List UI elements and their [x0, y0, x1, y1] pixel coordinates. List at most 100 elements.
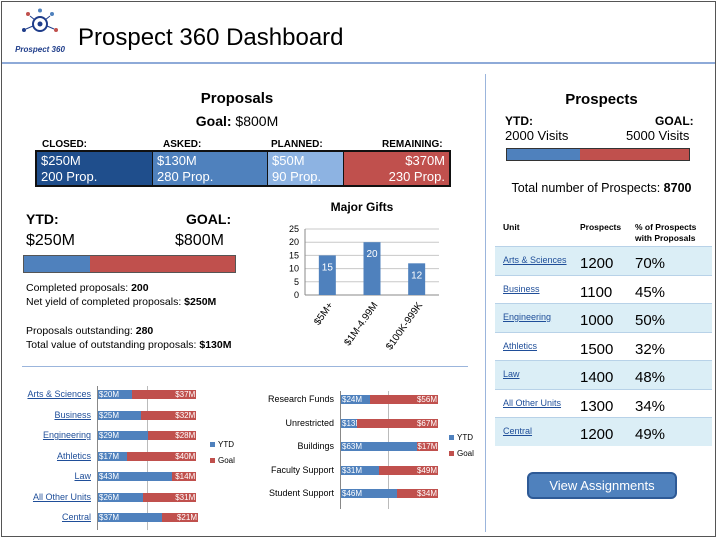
chart-title: Major Gifts	[331, 200, 394, 214]
prospects-count: 1300	[580, 397, 614, 415]
unit-link[interactable]: Law	[74, 471, 91, 481]
prospects-pct: 70%	[635, 255, 666, 272]
legend-item: Goal	[449, 449, 474, 458]
ytd-segment: $31M	[341, 465, 379, 475]
prospects-count: 1400	[580, 369, 614, 386]
unit-link[interactable]: Athletics	[56, 450, 91, 461]
unit-link[interactable]: All Other Units	[503, 397, 562, 408]
proposals-goal2-value: $800M	[175, 232, 224, 249]
header: Prospect 360 Prospect 360 Dashboard	[2, 2, 715, 64]
unit-link[interactable]: Business	[503, 283, 540, 294]
legend-swatch	[210, 442, 215, 448]
prospects-pct: 32%	[635, 340, 666, 358]
major-gifts-chart: Major Gifts 0 5 10 15 20 25 15 $5M+ 20 $1M-4.99M 12…	[289, 200, 439, 352]
goal-segment: $37M	[132, 390, 197, 399]
table-row: Law 1400 48%	[495, 360, 712, 389]
unit-link[interactable]: Engineering	[42, 430, 91, 440]
stage-closed-count: 200 Prop.	[41, 169, 98, 184]
proposal-stage-bar: $250M 200 Prop. $130M 280 Prop. $50M 90 …	[35, 150, 451, 187]
unit-link[interactable]: Engineering	[503, 312, 552, 322]
stacked-bar: $43M $14M	[98, 472, 197, 481]
y-tick-label: 20	[289, 237, 299, 247]
table-row: Central 1200 49%	[495, 417, 712, 446]
prospects-total-value: 8700	[663, 181, 692, 195]
stage-closed-amount: $250M	[41, 153, 81, 168]
page-title: Prospect 360 Dashboard	[78, 24, 344, 51]
goal-segment: $32M	[141, 410, 197, 420]
legend-item: YTD	[449, 433, 473, 442]
stacked-bar: $17M $40M	[98, 451, 197, 461]
prospects-total-label: Total number of Prospects:	[511, 181, 664, 195]
stage-remaining-count: 230 Prop.	[388, 169, 445, 184]
stat-completed-value: 200	[131, 282, 149, 294]
category-label: Student Support	[268, 488, 334, 498]
goal-segment: $67M	[356, 418, 438, 428]
stat-outstanding-value: 280	[135, 325, 154, 337]
view-assignments-button[interactable]: View Assignments	[527, 472, 677, 499]
bar-value-label: 15	[322, 262, 334, 273]
unit-link[interactable]: Business	[54, 409, 91, 420]
stage-asked: $130M 280 Prop.	[152, 152, 267, 185]
logo-icon	[22, 8, 58, 32]
prospects-total: Total number of Prospects: 8700	[486, 181, 715, 195]
stage-remaining-amount: $370M	[405, 153, 445, 168]
vertical-divider	[485, 74, 486, 532]
goal-segment: $17M	[417, 442, 438, 451]
goal-segment: $49M	[378, 465, 438, 475]
category-label: Faculty Support	[270, 464, 334, 475]
legend-item: Goal	[210, 456, 235, 465]
table-row: All Other Units 1300 34%	[495, 388, 712, 418]
ytd-segment: $13M	[341, 418, 363, 428]
prospects-pct: 49%	[635, 426, 666, 443]
legend-label: Goal	[457, 449, 474, 458]
unit-link[interactable]: Central	[61, 512, 91, 522]
col-header-unit: Unit	[503, 222, 520, 232]
prospects-count: 1200	[580, 255, 614, 272]
bar	[363, 242, 381, 295]
prospects-goal-value: 5000 Visits	[626, 128, 690, 143]
proposals-progress-fill	[24, 256, 90, 272]
prospects-count: 1100	[580, 283, 613, 301]
logo-text: Prospect 360	[15, 45, 65, 54]
units-bar-chart: Arts & Sciences $20M $37M Business $25M $32M E…	[2, 382, 242, 532]
stacked-bar: $24M $56M	[341, 395, 438, 404]
y-tick-label: 0	[294, 290, 299, 300]
goal-segment: $40M	[127, 451, 197, 461]
x-category-label: $1M-4.99M	[342, 300, 380, 348]
prospects-count: 1000	[580, 312, 614, 329]
stat-completed: Completed proposals: 200	[26, 282, 149, 294]
ytd-segment: $20M	[98, 390, 133, 399]
col-header-prospects: Prospects	[580, 222, 622, 232]
stat-total-label: Total value of outstanding proposals:	[26, 339, 200, 351]
proposals-ytd-label: YTD:	[26, 211, 59, 227]
ytd-segment: $25M	[98, 410, 142, 420]
stacked-bar: $25M $32M	[98, 410, 197, 420]
prospects-progress-bar	[506, 148, 690, 161]
category-label: Buildings	[297, 441, 334, 451]
stat-total: Total value of outstanding proposals: $1…	[26, 339, 231, 351]
y-tick-label: 15	[289, 250, 299, 260]
stage-asked-count: 280 Prop.	[157, 169, 214, 184]
y-tick-label: 10	[289, 264, 299, 274]
ytd-segment: $17M	[98, 451, 128, 461]
stage-head-asked: ASKED:	[163, 139, 202, 150]
stage-asked-amount: $130M	[157, 153, 197, 168]
unit-link[interactable]: Law	[503, 369, 520, 379]
unit-link[interactable]: All Other Units	[32, 491, 91, 502]
stacked-bar: $20M $37M	[98, 390, 197, 399]
prospects-pct: 48%	[635, 369, 666, 386]
unit-link[interactable]: Athletics	[503, 340, 538, 351]
unit-link[interactable]: Central	[503, 426, 533, 436]
prospects-pct: 34%	[635, 397, 666, 415]
prospects-pct: 45%	[635, 283, 666, 301]
stat-yield-value: $250M	[184, 296, 217, 308]
unit-link[interactable]: Arts & Sciences	[503, 255, 567, 265]
bar-value-label: 12	[411, 270, 423, 281]
goal-segment: $31M	[142, 492, 197, 502]
bar-value-label: 20	[366, 249, 378, 260]
unit-link[interactable]: Arts & Sciences	[27, 389, 91, 399]
x-category-label: $100K-999K	[384, 300, 425, 352]
stat-outstanding-label: Proposals outstanding:	[26, 325, 136, 337]
stacked-bar: $37M $21M	[98, 513, 198, 522]
stage-head-remaining: REMAINING:	[382, 139, 443, 150]
